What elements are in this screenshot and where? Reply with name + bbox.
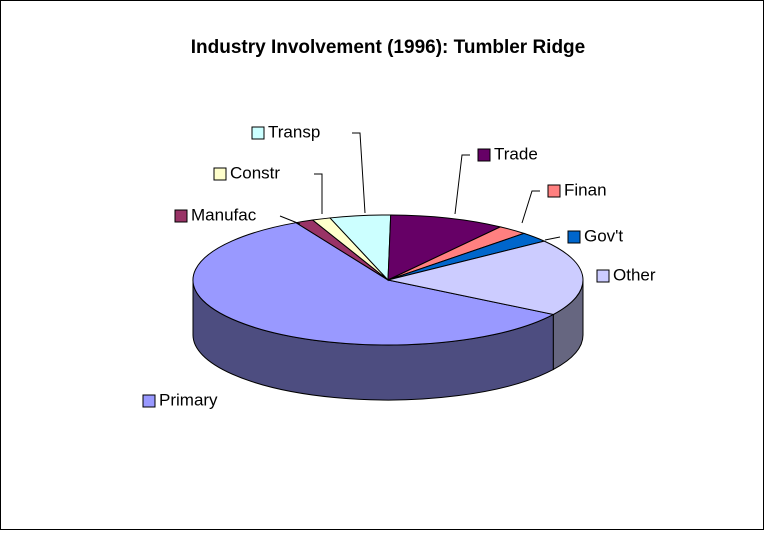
leader-line: [544, 236, 561, 241]
slice-label: Manufac: [191, 205, 257, 224]
slice-label: Other: [613, 265, 656, 284]
slice: [192, 222, 555, 346]
leader-line: [314, 173, 323, 214]
slice: [387, 214, 502, 281]
legend-swatch: [174, 209, 188, 223]
slice: [387, 240, 584, 315]
slice-label: Gov't: [584, 226, 623, 245]
legend-swatch: [142, 394, 156, 408]
legend-swatch: [213, 167, 227, 181]
leader-line: [352, 132, 366, 214]
leader-line: [454, 154, 470, 215]
legend-swatch: [251, 126, 265, 140]
leader-line: [279, 215, 301, 225]
chart-title: Industry Involvement (1996): Tumbler Rid…: [191, 37, 586, 58]
leader-line: [521, 190, 540, 224]
legend-swatch: [547, 184, 561, 198]
slice-label: Primary: [159, 390, 218, 409]
legend-swatch: [567, 230, 581, 244]
slice-label: Constr: [230, 163, 280, 182]
legend-swatch: [477, 148, 491, 162]
slice-label: Finan: [564, 180, 607, 199]
slice-label: Transp: [268, 122, 320, 141]
slice-label: Trade: [494, 144, 538, 163]
legend-swatch: [596, 269, 610, 283]
